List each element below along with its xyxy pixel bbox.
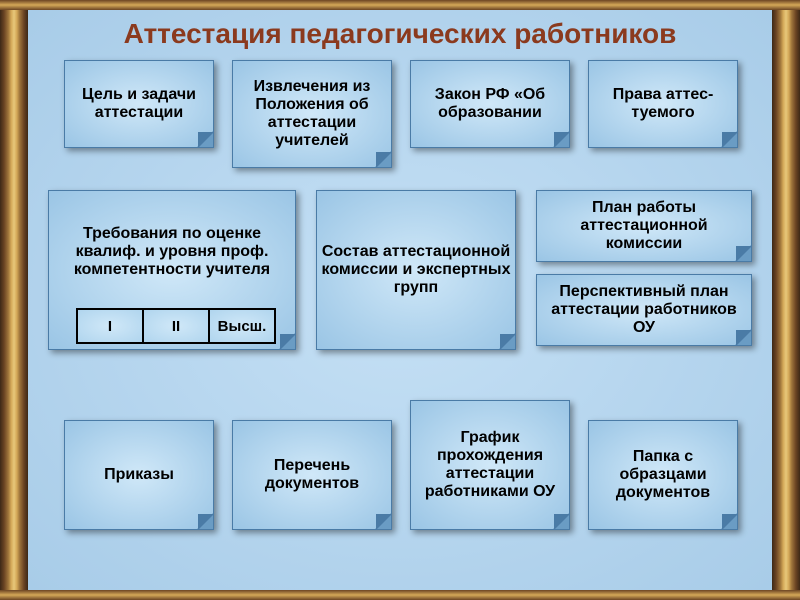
card-label: Приказы (104, 466, 174, 484)
card-doc-list[interactable]: Перечень документов (232, 420, 392, 530)
card-label: Права аттес-туемого (593, 86, 733, 122)
qualification-table: I II Высш. (76, 308, 276, 344)
card-extracts[interactable]: Извлечения из Положения об аттестации уч… (232, 60, 392, 168)
card-rights[interactable]: Права аттес-туемого (588, 60, 738, 148)
card-orders[interactable]: Приказы (64, 420, 214, 530)
card-label: Перечень документов (237, 457, 387, 493)
card-label: Требования по оценке квалиф. и уровня пр… (53, 225, 291, 279)
card-label: График прохождения аттестации работникам… (415, 429, 565, 501)
card-perspective-plan[interactable]: Перспективный план аттестации работников… (536, 274, 752, 346)
card-label: Извлечения из Положения об аттестации уч… (237, 78, 387, 150)
card-label: Закон РФ «Об образовании (415, 86, 565, 122)
card-label: Состав аттестационной комиссии и эксперт… (321, 243, 511, 297)
card-goals[interactable]: Цель и задачи аттестации (64, 60, 214, 148)
card-label: Перспективный план аттестации работников… (541, 283, 747, 337)
card-label: Папка с образцами документов (593, 448, 733, 502)
content-area: Аттестация педагогических работников Цел… (28, 10, 772, 590)
card-label: Цель и задачи аттестации (69, 86, 209, 122)
card-schedule[interactable]: График прохождения аттестации работникам… (410, 400, 570, 530)
table-cell[interactable]: Высш. (210, 310, 274, 342)
card-commission[interactable]: Состав аттестационной комиссии и эксперт… (316, 190, 516, 350)
card-law[interactable]: Закон РФ «Об образовании (410, 60, 570, 148)
table-cell[interactable]: II (144, 310, 210, 342)
table-cell[interactable]: I (78, 310, 144, 342)
card-workplan[interactable]: План работы аттестационной комиссии (536, 190, 752, 262)
card-samples[interactable]: Папка с образцами документов (588, 420, 738, 530)
page-title: Аттестация педагогических работников (28, 10, 772, 54)
card-label: План работы аттестационной комиссии (541, 199, 747, 253)
